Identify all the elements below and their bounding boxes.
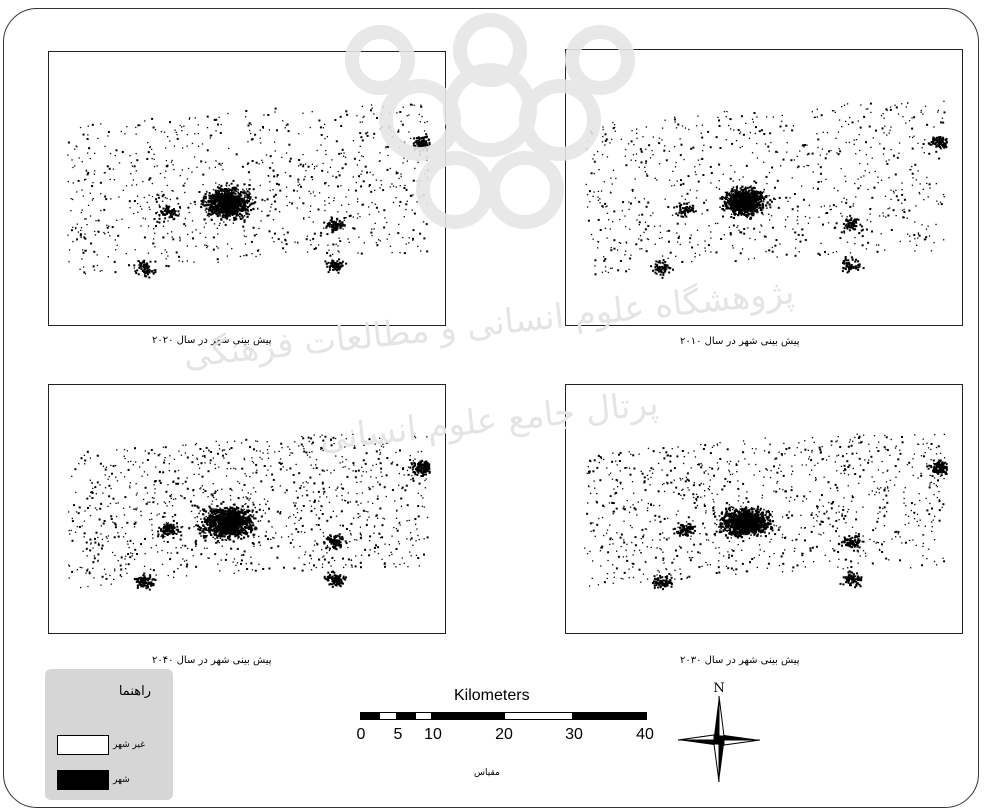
legend-label-urban: شهر bbox=[113, 775, 130, 785]
urban-pattern-2020 bbox=[67, 103, 431, 279]
map-panel-2030 bbox=[565, 384, 963, 634]
map-layout-frame bbox=[3, 8, 979, 808]
scale-segment bbox=[415, 712, 432, 720]
scale-segment bbox=[397, 712, 415, 720]
scale-caption: مقیاس bbox=[474, 768, 500, 778]
scale-bar: Kilometers 0 5 10 20 30 40 bbox=[356, 687, 658, 768]
map-caption-2010: پیش بینی شهر در سال ۲۰۱۰ bbox=[680, 336, 800, 347]
scale-tick-label: 5 bbox=[393, 726, 403, 743]
scale-tick-label: 20 bbox=[495, 726, 513, 743]
map-caption-2040: پیش بینی شهر در سال ۲۰۴۰ bbox=[152, 655, 272, 666]
map-caption-2020: پیش بینی شهر در سال ۲۰۲۰ bbox=[152, 335, 272, 346]
legend-box: راهنما غیر شهر شهر bbox=[45, 669, 173, 800]
scale-segment bbox=[504, 712, 573, 720]
legend-swatch-nonurban bbox=[57, 735, 109, 755]
legend-label-nonurban: غیر شهر bbox=[113, 740, 145, 750]
map-panel-2010 bbox=[565, 49, 963, 326]
scale-segment bbox=[379, 712, 397, 720]
map-panel-2020 bbox=[48, 51, 446, 326]
scale-segment bbox=[573, 712, 647, 720]
legend-title: راهنما bbox=[118, 684, 151, 699]
scale-tick-label: 30 bbox=[565, 726, 583, 743]
north-arrow-icon: N bbox=[677, 681, 761, 783]
urban-pattern-2030 bbox=[584, 433, 948, 591]
scale-tick-label: 40 bbox=[636, 726, 654, 743]
scale-segment bbox=[360, 712, 379, 720]
map-caption-2030: پیش بینی شهر در سال ۲۰۳۰ bbox=[680, 655, 800, 666]
urban-pattern-2010 bbox=[585, 100, 948, 279]
north-label: N bbox=[713, 681, 724, 696]
map-panel-2040 bbox=[48, 384, 446, 634]
urban-pattern-2040 bbox=[68, 433, 431, 591]
scale-tick-label: 10 bbox=[424, 726, 442, 743]
scale-tick-label: 0 bbox=[356, 726, 366, 743]
scale-title: Kilometers bbox=[454, 687, 530, 704]
scale-segment bbox=[432, 712, 504, 720]
legend-swatch-urban bbox=[57, 770, 109, 790]
